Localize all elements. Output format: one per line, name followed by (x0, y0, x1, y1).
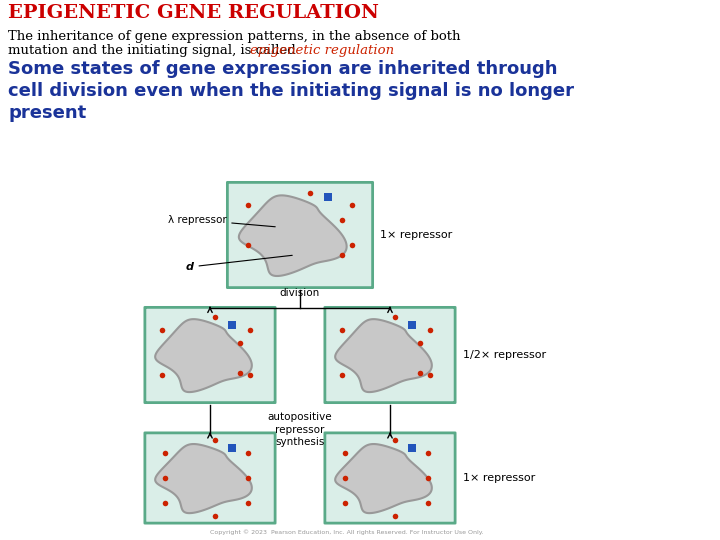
Text: The inheritance of gene expression patterns, in the absence of both: The inheritance of gene expression patte… (8, 30, 461, 43)
Polygon shape (156, 444, 252, 513)
Polygon shape (336, 444, 432, 513)
Text: 1× repressor: 1× repressor (380, 230, 453, 240)
FancyBboxPatch shape (325, 307, 455, 403)
Text: 1/2× repressor: 1/2× repressor (463, 350, 546, 360)
Text: present: present (8, 104, 86, 122)
Text: cell division even when the initiating signal is no longer: cell division even when the initiating s… (8, 82, 574, 100)
Polygon shape (156, 319, 252, 392)
Text: Copyright © 2023  Pearson Education, Inc. All rights Reserved. For Instructor Us: Copyright © 2023 Pearson Education, Inc.… (210, 529, 484, 535)
Text: λ repressor: λ repressor (168, 215, 275, 227)
FancyBboxPatch shape (145, 307, 275, 403)
FancyBboxPatch shape (145, 433, 275, 523)
Text: 1× repressor: 1× repressor (463, 473, 535, 483)
Text: epigenetic regulation: epigenetic regulation (250, 44, 394, 57)
Text: mutation and the initiating signal, is called: mutation and the initiating signal, is c… (8, 44, 300, 57)
Text: division: division (280, 288, 320, 299)
Polygon shape (336, 319, 432, 392)
Text: Some states of gene expression are inherited through: Some states of gene expression are inher… (8, 60, 557, 78)
Text: d: d (186, 255, 292, 272)
FancyBboxPatch shape (228, 183, 373, 288)
Text: autopositive
repressor
synthesis: autopositive repressor synthesis (268, 413, 333, 447)
FancyBboxPatch shape (325, 433, 455, 523)
Text: EPIGENETIC GENE REGULATION: EPIGENETIC GENE REGULATION (8, 4, 379, 22)
Polygon shape (239, 195, 346, 276)
